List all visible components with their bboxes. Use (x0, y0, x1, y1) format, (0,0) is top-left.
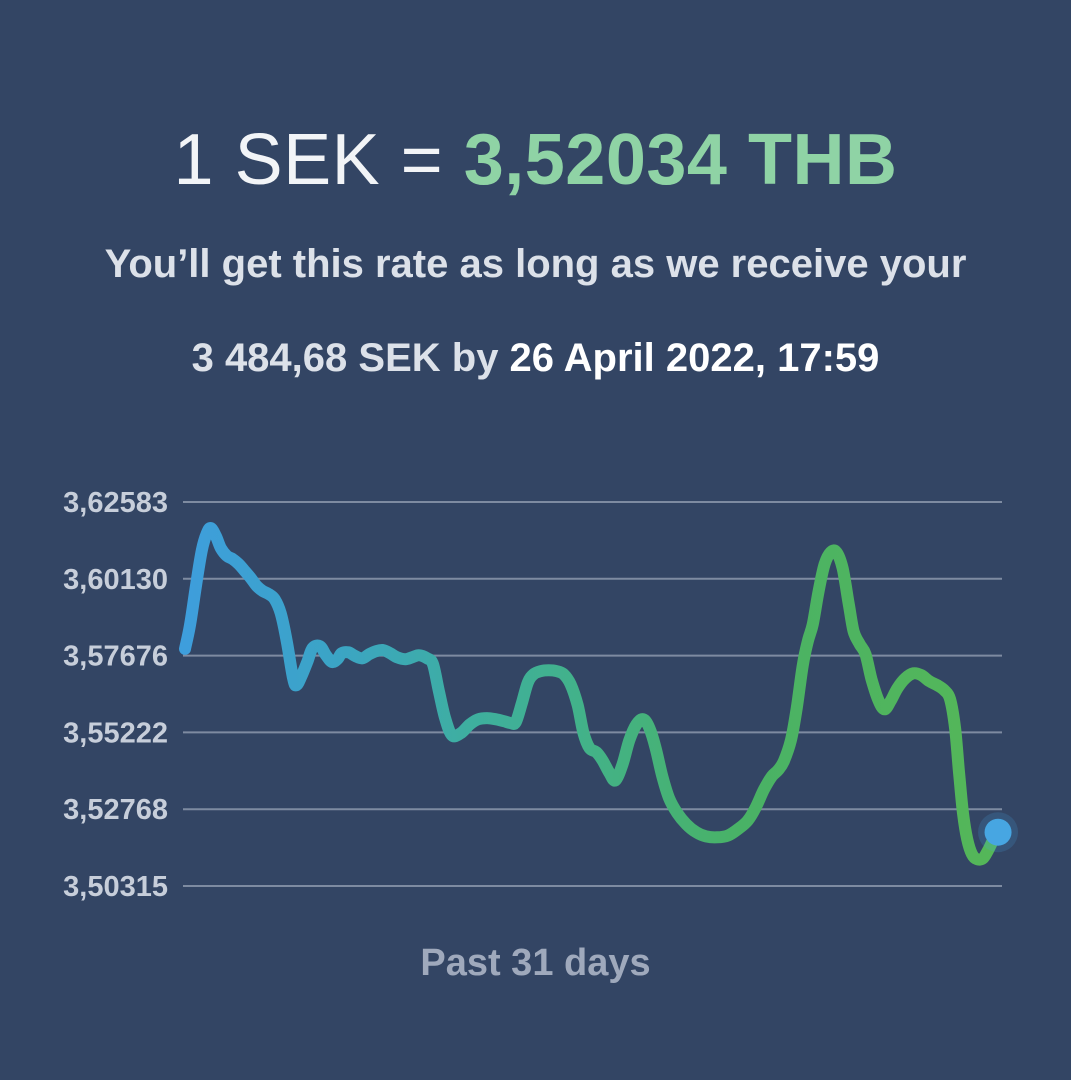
deadline-datetime: 26 April 2022, 17:59 (509, 336, 880, 380)
chart-y-axis-labels: 3,62583 3,60130 3,57676 3,55222 3,52768 3,503… (63, 487, 168, 903)
y-axis-tick-label: 3,52768 (63, 794, 168, 826)
y-axis-tick-label: 3,50315 (63, 871, 168, 903)
rate-base-currency: 1 SEK = (173, 120, 464, 200)
y-axis-tick-label: 3,57676 (63, 641, 168, 673)
chart-x-axis-label: Past 31 days (420, 942, 651, 984)
rate-line-series (179, 522, 998, 866)
rate-value: 3,52034 THB (463, 120, 898, 200)
rate-headline: 1 SEK = 3,52034 THB (0, 120, 1071, 200)
rate-deadline-text: 3 484,68 SEK by 26 April 2022, 17:59 (0, 334, 1071, 382)
current-rate-marker (978, 812, 1019, 853)
rate-guarantee-text: You’ll get this rate as long as we recei… (104, 242, 967, 286)
current-rate-marker-dot (984, 818, 1012, 846)
y-axis-tick-label: 3,62583 (63, 487, 168, 519)
y-axis-tick-label: 3,55222 (63, 717, 168, 749)
transfer-amount: 3 484,68 SEK by (191, 336, 510, 380)
y-axis-tick-label: 3,60130 (63, 564, 168, 596)
